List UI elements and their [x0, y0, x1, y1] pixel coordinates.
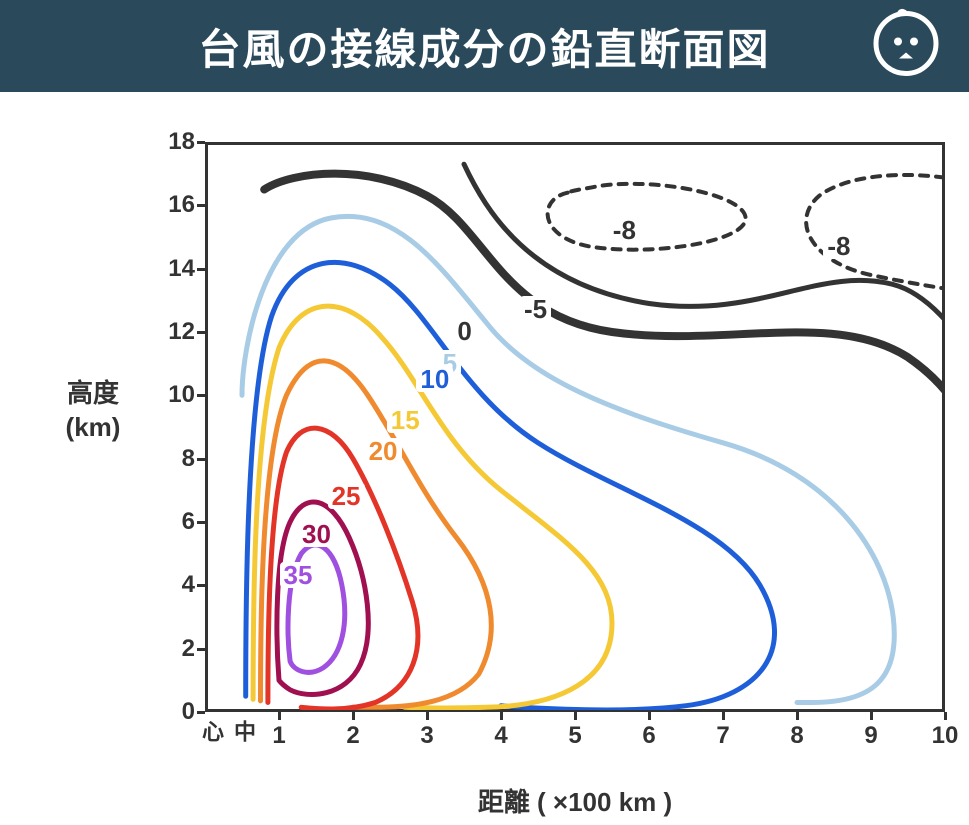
y-tick-label: 18 [145, 128, 195, 156]
contour-label: 35 [280, 562, 317, 588]
contour-label: 10 [416, 366, 453, 392]
contour-label: 0 [453, 318, 475, 344]
contour-label: -8 [609, 217, 640, 243]
x-tick-label: 6 [634, 722, 664, 750]
x-tick-label: 9 [856, 722, 886, 750]
contour-label: 20 [365, 438, 402, 464]
x-tick-label: 2 [338, 722, 368, 750]
y-axis-label: 高度(km) [48, 377, 138, 445]
y-tick-label: 8 [145, 445, 195, 473]
x-tick-label: 10 [930, 722, 960, 750]
x-tick-label: 5 [560, 722, 590, 750]
y-tick-label: 14 [145, 255, 195, 283]
x-axis-label: 距離 ( ×100 km ) [205, 782, 945, 819]
y-tick-label: 10 [145, 381, 195, 409]
contour-label: -5 [520, 296, 551, 322]
y-tick-label: 2 [145, 635, 195, 663]
y-tick-label: 16 [145, 191, 195, 219]
page-title: 台風の接線成分の鉛直断面図 [198, 16, 770, 77]
contour-label: 25 [328, 483, 365, 509]
contour-label: -8 [823, 233, 854, 259]
x-tick-label: 7 [708, 722, 738, 750]
y-tick-label: 6 [145, 508, 195, 536]
x-origin-label: 中心 [195, 720, 259, 740]
x-tick-label: 8 [782, 722, 812, 750]
y-tick-label: 4 [145, 571, 195, 599]
y-tick-label: 0 [145, 698, 195, 726]
y-tick-label: 12 [145, 318, 195, 346]
x-tick-label: 1 [264, 722, 294, 750]
x-tick-label: 4 [486, 722, 516, 750]
x-tick-label: 3 [412, 722, 442, 750]
logo-icon [871, 9, 941, 84]
contour-label: 30 [298, 521, 335, 547]
header-bar: 台風の接線成分の鉛直断面図 [0, 0, 969, 92]
contour-label: 15 [387, 407, 424, 433]
